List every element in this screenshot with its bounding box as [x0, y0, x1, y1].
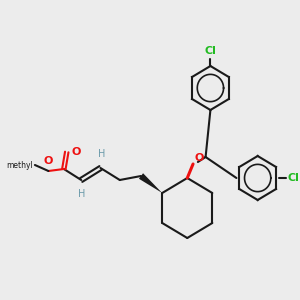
Text: O: O — [44, 156, 53, 166]
Text: H: H — [98, 149, 105, 159]
Text: Cl: Cl — [288, 173, 299, 183]
Polygon shape — [139, 173, 162, 193]
Text: O: O — [72, 147, 81, 157]
Text: H: H — [79, 189, 86, 199]
Text: Cl: Cl — [205, 46, 216, 56]
Text: methyl: methyl — [6, 160, 33, 169]
Text: O: O — [195, 153, 204, 163]
